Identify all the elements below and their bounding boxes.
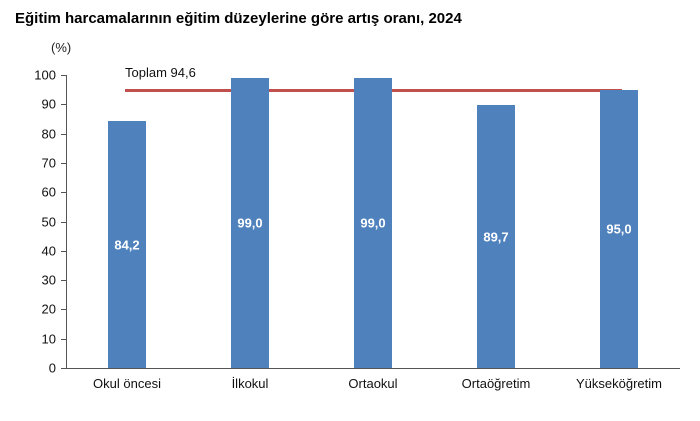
y-tick-label: 0 (48, 360, 56, 376)
y-tick (61, 221, 66, 223)
x-category-label: Ortaöğretim (461, 376, 531, 391)
x-category-label: Yükseköğretim (576, 376, 662, 391)
y-tick (61, 75, 66, 76)
x-category-label: Okul öncesi (93, 376, 161, 391)
y-tick-label: 40 (41, 243, 56, 259)
bar-value-label: 95,0 (606, 221, 632, 237)
y-tick-label: 80 (41, 126, 56, 142)
y-tick-label: 50 (41, 214, 56, 229)
y-tick-label: 30 (41, 272, 56, 288)
y-axis-line (66, 75, 67, 368)
x-category-label: İlkokul (231, 376, 269, 391)
bar (231, 77, 269, 368)
y-tick (61, 368, 66, 369)
y-tick-label: 70 (41, 155, 56, 171)
y-tick (61, 162, 66, 164)
bar (354, 77, 392, 368)
y-axis-unit: (%) (51, 40, 72, 55)
y-tick (61, 104, 66, 106)
bar (600, 89, 638, 368)
y-tick (61, 338, 66, 340)
x-axis-line (66, 368, 680, 369)
y-tick-label: 20 (41, 301, 56, 317)
bar-value-label: 84,2 (114, 237, 140, 253)
bar-value-label: 99,0 (237, 215, 263, 231)
y-tick (61, 192, 66, 194)
bar-value-label: 89,7 (483, 229, 509, 245)
bar (108, 121, 146, 368)
y-tick (61, 280, 66, 282)
y-tick-label: 60 (41, 184, 56, 200)
x-category-label: Ortaokul (348, 376, 398, 391)
y-tick-label: 10 (41, 331, 56, 347)
total-reference-label: Toplam 94,6 (125, 64, 196, 80)
y-tick-label: 90 (41, 96, 56, 112)
bar (477, 105, 515, 368)
y-tick (61, 250, 66, 252)
y-tick (61, 133, 66, 135)
chart-title: Eğitim harcamalarının eğitim düzeylerine… (15, 10, 462, 27)
bar-value-label: 99,0 (360, 215, 386, 231)
y-tick (61, 309, 66, 311)
y-tick-label: 100 (34, 67, 56, 83)
